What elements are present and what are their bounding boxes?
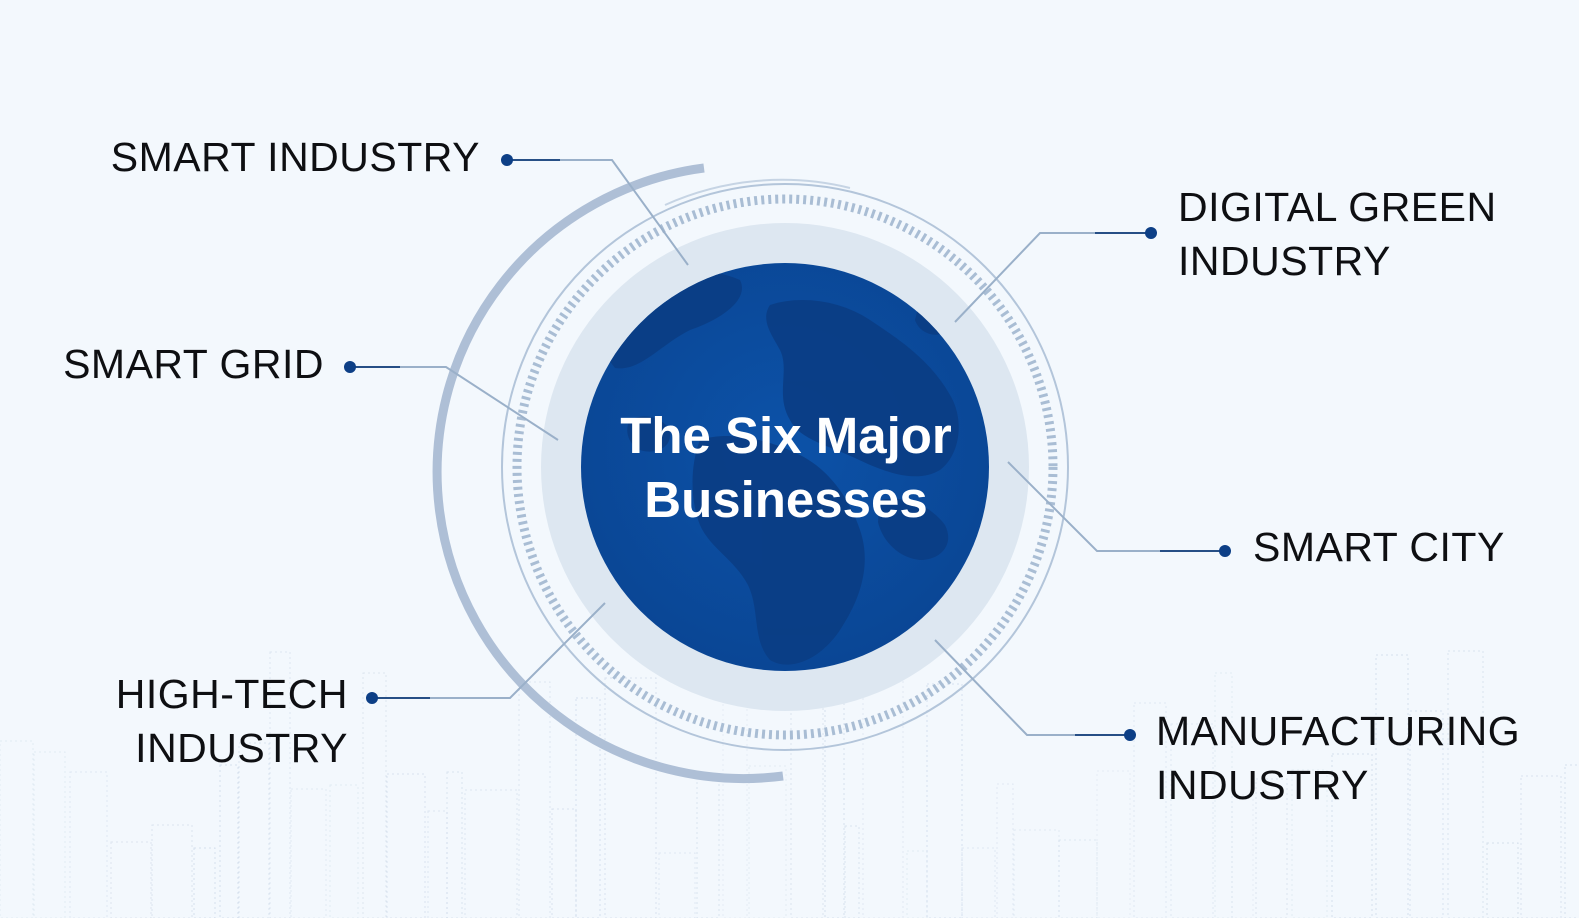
skyline-building xyxy=(464,789,518,918)
skyline-building xyxy=(696,775,720,918)
skyline-building xyxy=(518,681,551,918)
label-smart-city-line-1: SMART CITY xyxy=(1253,524,1505,570)
dot-digital-green-industry xyxy=(1145,227,1157,239)
skyline-building xyxy=(110,841,152,918)
dot-smart-city xyxy=(1219,545,1231,557)
skyline-building xyxy=(329,784,359,918)
skyline-building xyxy=(290,788,327,918)
skyline-building xyxy=(551,808,577,918)
label-manufacturing-industry-line-2: INDUSTRY xyxy=(1156,762,1369,808)
label-digital-green-industry: DIGITAL GREEN INDUSTRY xyxy=(1178,180,1497,288)
skyline-building xyxy=(1291,769,1328,918)
skyline-building xyxy=(1231,794,1254,918)
connector-digital-green-industry xyxy=(954,232,1151,323)
skyline-building xyxy=(575,697,601,918)
connector-manufacturing-industry xyxy=(934,639,1130,736)
skyline-building xyxy=(193,847,216,918)
skyline-building xyxy=(151,824,193,918)
center-title-line-2: Businesses xyxy=(644,471,928,528)
label-high-tech-industry: HIGH-TECH INDUSTRY xyxy=(60,667,348,775)
skyline-building xyxy=(238,742,270,918)
skyline-building xyxy=(658,852,696,918)
dot-smart-industry xyxy=(501,154,513,166)
skyline-building xyxy=(269,651,291,918)
skyline-building xyxy=(0,740,34,918)
label-smart-grid-line-1: SMART GRID xyxy=(63,341,324,387)
skyline-building xyxy=(1255,778,1288,918)
label-high-tech-industry-line-2: INDUSTRY xyxy=(135,725,348,771)
label-smart-city: SMART CITY xyxy=(1253,520,1505,574)
skyline-building xyxy=(844,825,860,918)
skyline-building xyxy=(1170,723,1214,918)
dot-smart-grid xyxy=(344,361,356,373)
skyline-building xyxy=(1409,710,1444,918)
skyline-building xyxy=(862,675,904,918)
skyline-building xyxy=(1447,650,1484,918)
skyline-building xyxy=(1520,775,1562,918)
connector-dots xyxy=(344,154,1231,741)
dot-manufacturing-industry xyxy=(1124,729,1136,741)
label-manufacturing-industry-line-1: MANUFACTURING xyxy=(1156,708,1521,754)
center-title-line-1: The Six Major xyxy=(620,407,952,464)
skyline-building xyxy=(1331,753,1373,918)
label-high-tech-industry-line-1: HIGH-TECH xyxy=(115,671,348,717)
skyline-building xyxy=(1096,770,1131,918)
skyline-building xyxy=(996,783,1014,918)
skyline-building xyxy=(427,810,448,918)
outer-thin-ring xyxy=(501,183,1069,751)
connector-accents xyxy=(350,159,1225,736)
skyline-building xyxy=(362,672,387,918)
dashed-ring xyxy=(512,194,1058,740)
skyline-building xyxy=(926,683,963,918)
skyline-building xyxy=(961,847,996,918)
skyline-building xyxy=(824,691,845,918)
skyline-building xyxy=(446,771,463,918)
skyline-building xyxy=(604,677,657,918)
skyline-building xyxy=(748,765,787,918)
skyline-building xyxy=(1375,654,1409,918)
label-smart-grid: SMART GRID xyxy=(20,337,324,391)
label-smart-industry-line-1: SMART INDUSTRY xyxy=(110,134,480,180)
label-digital-green-industry-line-2: INDUSTRY xyxy=(1178,238,1391,284)
skyline-building xyxy=(1133,702,1167,918)
label-smart-industry: SMART INDUSTRY xyxy=(60,130,480,184)
skyline-building xyxy=(790,674,824,918)
skyline-building xyxy=(1214,672,1233,918)
thin-ring-top-highlight xyxy=(664,178,851,206)
dot-high-tech-industry xyxy=(366,692,378,704)
skyline-building xyxy=(1058,839,1098,918)
skyline-building xyxy=(219,764,239,918)
label-manufacturing-industry: MANUFACTURING INDUSTRY xyxy=(1156,704,1520,812)
skyline-building xyxy=(33,751,66,918)
skyline-building xyxy=(1486,842,1519,918)
skyline-building xyxy=(69,771,108,918)
skyline-building xyxy=(386,773,426,918)
skyline-building xyxy=(906,850,928,918)
center-title: The Six Major Businesses xyxy=(584,404,988,532)
skyline-building xyxy=(1013,829,1060,918)
outer-accent-arc xyxy=(432,163,784,784)
skyline-building xyxy=(1564,764,1579,918)
label-digital-green-industry-line-1: DIGITAL GREEN xyxy=(1178,184,1497,230)
